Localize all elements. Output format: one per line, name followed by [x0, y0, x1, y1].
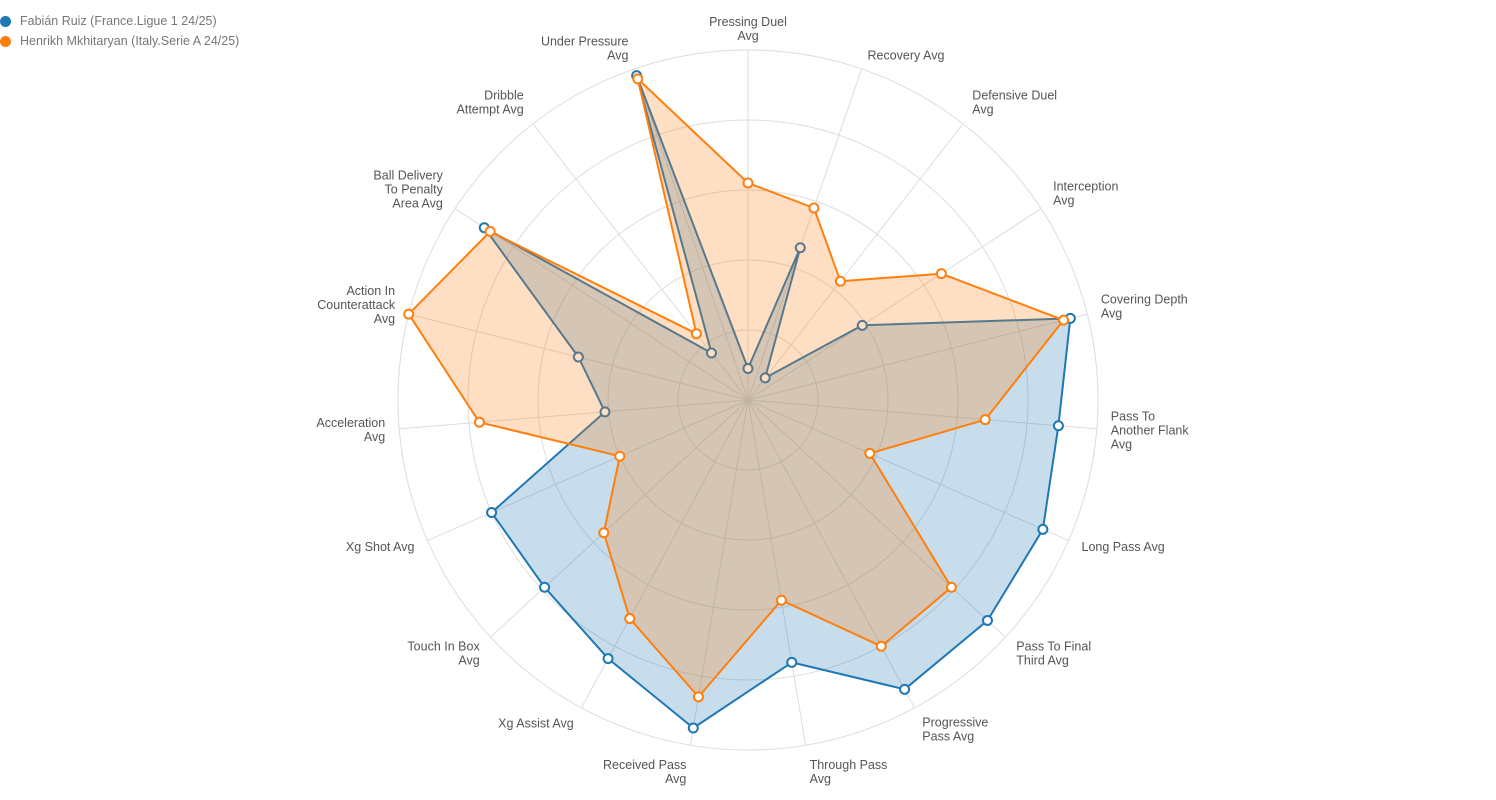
- series-2: [403, 73, 1070, 703]
- data-point[interactable]: [690, 328, 702, 340]
- series-1-area: [483, 74, 1072, 729]
- data-point[interactable]: [599, 406, 611, 418]
- data-point[interactable]: [875, 640, 887, 652]
- data-point[interactable]: [632, 73, 644, 85]
- axis-label: Dribble Attempt Avg: [457, 88, 524, 116]
- axis-label: Touch In Box Avg: [407, 640, 480, 668]
- data-point[interactable]: [864, 447, 876, 459]
- data-point[interactable]: [979, 414, 991, 426]
- axis-spoke: [747, 68, 863, 401]
- axis-spoke: [747, 399, 1069, 542]
- legend-marker-series-1: [0, 15, 11, 27]
- series-1: [478, 70, 1076, 734]
- axis-label: Pressing Duel Avg: [709, 15, 787, 43]
- data-point[interactable]: [614, 450, 626, 462]
- radar-grid: [397, 49, 1099, 751]
- series-2-area: [407, 77, 1065, 698]
- data-point[interactable]: [935, 268, 947, 280]
- data-point[interactable]: [692, 691, 704, 703]
- axis-spoke: [747, 399, 1097, 430]
- data-point[interactable]: [945, 581, 957, 593]
- axis-label: Under Pressure Avg: [541, 35, 629, 63]
- axis-label: Acceleration Avg: [316, 416, 385, 444]
- axis-labels: Pressing Duel Avg Recovery Avg Defensive Du…: [316, 15, 1189, 786]
- axis-spoke: [747, 399, 916, 709]
- data-point[interactable]: [602, 653, 614, 665]
- axis-label: Long Pass Avg: [1082, 540, 1165, 554]
- data-point[interactable]: [899, 683, 911, 695]
- axis-label: Xg Shot Avg: [346, 540, 415, 554]
- axis-label: Interception Avg: [1053, 179, 1118, 207]
- axis-spoke: [427, 399, 749, 542]
- data-point[interactable]: [484, 226, 496, 238]
- chart-legend: Fabián Ruiz (France.Ligue 1 24/25) Henri…: [0, 11, 239, 51]
- data-point[interactable]: [1037, 523, 1049, 535]
- legend-label-series-1: Fabián Ruiz (France.Ligue 1 24/25): [20, 14, 217, 28]
- axis-label: Covering Depth Avg: [1101, 293, 1188, 321]
- axis-label: Pass To Final Third Avg: [1016, 640, 1091, 668]
- data-point[interactable]: [834, 275, 846, 287]
- axis-label: Recovery Avg: [868, 49, 945, 63]
- legend-item-series-2[interactable]: Henrikh Mkhitaryan (Italy.Serie A 24/25): [0, 31, 239, 51]
- data-point[interactable]: [775, 594, 787, 606]
- axis-spoke: [454, 208, 749, 401]
- data-point[interactable]: [786, 656, 798, 668]
- data-point[interactable]: [598, 527, 610, 539]
- axis-spoke: [689, 399, 749, 746]
- data-point[interactable]: [981, 614, 993, 626]
- data-point[interactable]: [486, 506, 498, 518]
- axis-label: Ball Delivery To Penalty Area Avg: [373, 169, 443, 211]
- data-point[interactable]: [1052, 420, 1064, 432]
- legend-item-series-1[interactable]: Fabián Ruiz (France.Ligue 1 24/25): [0, 11, 239, 31]
- axis-spoke: [747, 208, 1042, 401]
- axis-label: Through Pass Avg: [810, 758, 888, 786]
- axis-spoke: [399, 399, 749, 430]
- data-point[interactable]: [794, 242, 806, 254]
- legend-marker-series-2: [0, 35, 11, 47]
- data-point[interactable]: [624, 613, 636, 625]
- data-point[interactable]: [687, 722, 699, 734]
- axis-spoke: [747, 123, 964, 401]
- legend-label-series-2: Henrikh Mkhitaryan (Italy.Serie A 24/25): [20, 34, 240, 48]
- data-point[interactable]: [742, 177, 754, 189]
- axis-spoke: [747, 313, 1088, 401]
- axis-label: Received Pass Avg: [603, 758, 686, 786]
- data-point[interactable]: [572, 351, 584, 363]
- data-point[interactable]: [808, 202, 820, 214]
- axis-label: Xg Assist Avg: [498, 717, 574, 731]
- data-point[interactable]: [539, 581, 551, 593]
- axis-spoke: [490, 399, 749, 638]
- data-point[interactable]: [705, 347, 717, 359]
- data-point[interactable]: [856, 319, 868, 331]
- data-point[interactable]: [403, 308, 415, 320]
- axis-label: Action In Counterattack Avg: [317, 284, 396, 326]
- axis-label: Pass To Another Flank Avg: [1111, 410, 1190, 452]
- axis-label: Defensive Duel Avg: [972, 88, 1057, 116]
- axis-spoke: [747, 399, 807, 746]
- data-point[interactable]: [473, 416, 485, 428]
- data-point[interactable]: [759, 372, 771, 384]
- axis-label: Progressive Pass Avg: [922, 716, 988, 744]
- data-point[interactable]: [1058, 314, 1070, 326]
- axis-spoke: [633, 68, 749, 401]
- axis-spoke: [747, 399, 1006, 638]
- data-point[interactable]: [742, 363, 754, 374]
